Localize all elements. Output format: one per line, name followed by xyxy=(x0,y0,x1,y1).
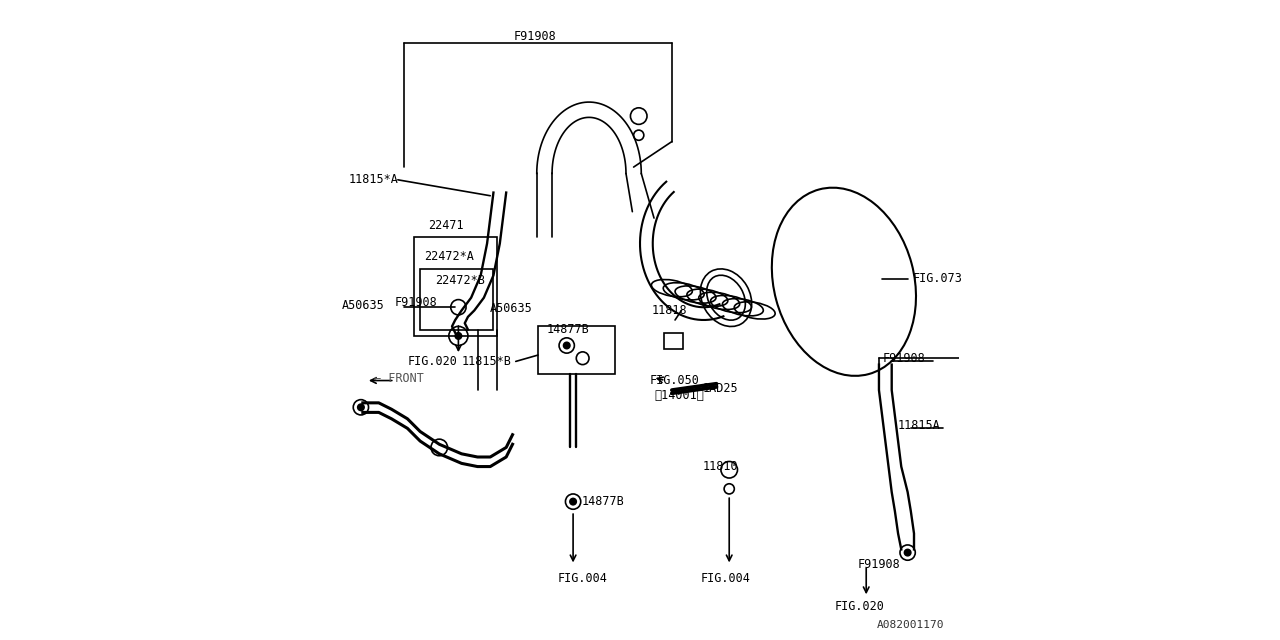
Text: 22472*A: 22472*A xyxy=(425,250,475,263)
Circle shape xyxy=(563,342,570,349)
Text: A082001170: A082001170 xyxy=(877,620,945,630)
Text: FIG.050: FIG.050 xyxy=(649,374,699,387)
Text: FIG.020: FIG.020 xyxy=(835,600,884,613)
Text: F91908: F91908 xyxy=(394,296,438,309)
Text: FIG.004: FIG.004 xyxy=(558,572,608,584)
Text: 22471: 22471 xyxy=(428,219,463,232)
Text: FIG.073: FIG.073 xyxy=(913,272,963,285)
Text: 14877B: 14877B xyxy=(547,323,589,336)
Text: A50635: A50635 xyxy=(490,302,532,315)
Text: 22472*B: 22472*B xyxy=(435,274,485,287)
Text: 11815*A: 11815*A xyxy=(348,173,398,186)
Text: FIG.004: FIG.004 xyxy=(701,572,751,584)
Circle shape xyxy=(570,499,576,505)
Text: 11815A: 11815A xyxy=(897,419,940,431)
Circle shape xyxy=(357,404,364,410)
Text: F91908: F91908 xyxy=(858,557,901,570)
Text: ← FRONT: ← FRONT xyxy=(374,372,424,385)
Text: 11815*B: 11815*B xyxy=(462,355,512,368)
Text: A50635: A50635 xyxy=(342,299,384,312)
Circle shape xyxy=(456,333,462,339)
Text: F91908: F91908 xyxy=(882,352,925,365)
Text: F91908: F91908 xyxy=(513,30,557,43)
Text: 11810: 11810 xyxy=(703,460,739,473)
Text: 、14001】: 、14001】 xyxy=(654,388,704,402)
Text: 14877B: 14877B xyxy=(581,495,625,508)
Text: 11818: 11818 xyxy=(652,304,687,317)
Text: 1AD25: 1AD25 xyxy=(703,381,739,395)
Circle shape xyxy=(905,549,911,556)
Text: FIG.020: FIG.020 xyxy=(408,355,458,368)
